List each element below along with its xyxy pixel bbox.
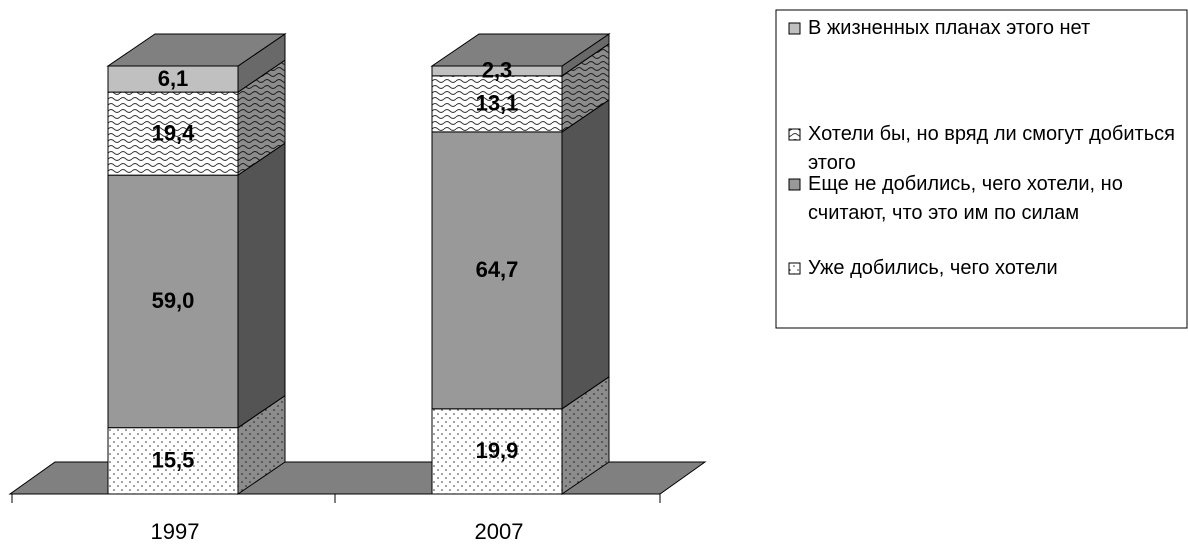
bar xyxy=(107,91,239,176)
bar-side-shade xyxy=(562,376,609,494)
legend-marker xyxy=(788,128,801,141)
value-label: 6,1 xyxy=(158,66,189,91)
legend-marker xyxy=(788,178,801,191)
value-label: 64,7 xyxy=(476,257,519,282)
legend-label: В жизненных планах этого нет xyxy=(808,17,1091,39)
value-label: 19,9 xyxy=(476,438,519,463)
bar-side-shade xyxy=(238,34,285,93)
legend-marker xyxy=(788,22,801,35)
x-tick-label: 2007 xyxy=(475,519,524,544)
legend-label: Уже добились, чего хотели xyxy=(808,257,1058,279)
bar-top xyxy=(430,33,611,67)
bar-side-shade xyxy=(562,43,609,132)
bar xyxy=(431,408,563,495)
bar xyxy=(431,75,563,133)
bar xyxy=(431,131,563,410)
bar-top xyxy=(106,33,287,67)
value-label: 19,4 xyxy=(152,120,196,145)
bar-side-shade xyxy=(238,60,285,176)
value-label: 59,0 xyxy=(152,288,195,313)
value-label: 15,5 xyxy=(152,448,195,473)
value-label: 13,1 xyxy=(476,91,519,116)
x-tick-label: 1997 xyxy=(151,519,200,544)
legend-marker xyxy=(788,262,801,275)
legend-label: Хотели бы, но вряд ли смогут добиться эт… xyxy=(808,123,1175,174)
bar-side-shade xyxy=(238,143,285,428)
value-label: 2,3 xyxy=(482,58,513,83)
bar-side-shade xyxy=(562,99,609,409)
bar xyxy=(107,174,239,429)
bar-side-shade xyxy=(562,34,609,76)
legend-label: Еще не добились, чего хотели, но считают… xyxy=(808,173,1123,224)
legend-box xyxy=(775,9,1188,329)
bar xyxy=(107,427,239,495)
